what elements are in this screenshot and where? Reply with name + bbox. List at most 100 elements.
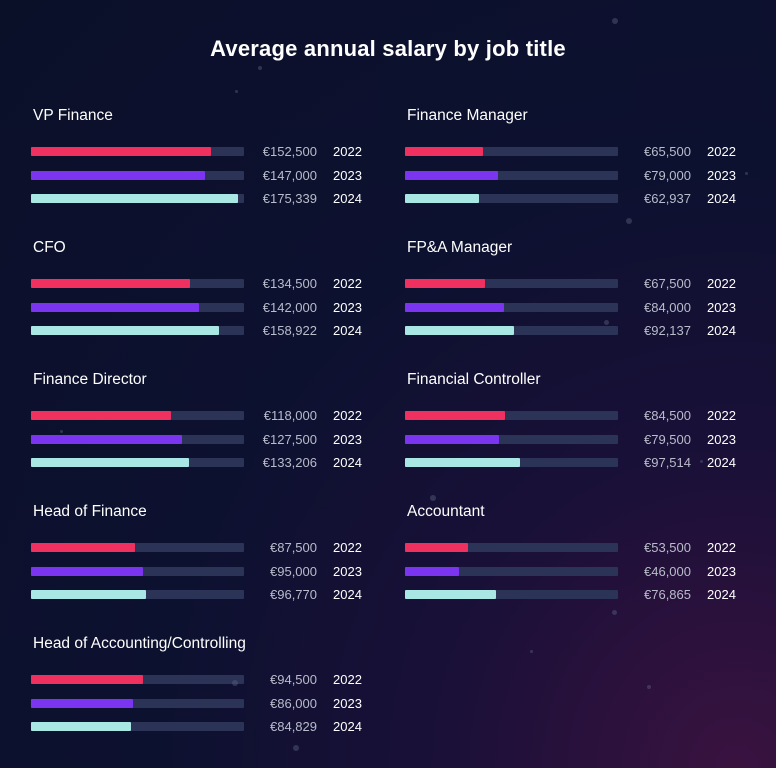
bar-track — [31, 147, 244, 156]
year-label: 2024 — [333, 323, 362, 338]
year-label: 2024 — [707, 455, 736, 470]
bar-track — [31, 434, 244, 444]
value-label: €134,500 — [262, 276, 317, 291]
bar-2023 — [31, 698, 133, 708]
bar-2023 — [31, 170, 205, 180]
job-title: Financial Controller — [407, 371, 541, 388]
bar-track — [31, 675, 244, 684]
bar-row: €133,206 2024 — [31, 455, 376, 470]
chart-title: Average annual salary by job title — [210, 36, 566, 61]
value-label: €53,500 — [644, 540, 691, 555]
bar-2023 — [405, 170, 499, 180]
bar-track — [405, 590, 618, 599]
bar-2024 — [405, 458, 521, 467]
value-label: €87,500 — [270, 540, 317, 555]
background-dot — [235, 90, 238, 93]
bar-track — [31, 698, 244, 708]
background-dot — [612, 18, 618, 24]
job-title: CFO — [33, 239, 66, 256]
year-label: 2024 — [707, 323, 736, 338]
job-block-accountant: Accountant €53,500 2022 €46,000 2023 €76,865 2… — [405, 503, 750, 613]
bar-track — [31, 543, 244, 552]
value-label: €95,000 — [270, 563, 317, 579]
bar-2022 — [31, 675, 143, 684]
bar-2022 — [405, 411, 505, 420]
year-label: 2024 — [333, 587, 362, 602]
background-dot — [430, 495, 436, 501]
background-dot — [647, 685, 651, 689]
bar-2023 — [405, 566, 460, 576]
bar-2024 — [31, 326, 220, 335]
job-title: Finance Manager — [407, 107, 528, 124]
bar-2024 — [31, 458, 189, 467]
bar-track — [405, 147, 618, 156]
job-title: VP Finance — [33, 107, 113, 124]
background-dot — [232, 680, 238, 686]
background-dot — [700, 460, 703, 463]
bar-2023 — [405, 302, 505, 312]
bar-track — [31, 194, 244, 203]
background-dot — [612, 610, 617, 615]
job-block-finance-manager: Finance Manager €65,500 2022 €79,000 2023 €62… — [405, 107, 750, 217]
bar-2022 — [31, 543, 135, 552]
bar-track — [31, 566, 244, 576]
job-title: Head of Accounting/Controlling — [33, 635, 246, 652]
bar-row: €53,500 2022 — [405, 540, 750, 555]
bar-row: €127,500 2023 — [31, 432, 376, 447]
year-label: 2024 — [333, 719, 362, 734]
bar-2023 — [405, 434, 500, 444]
bar-row: €94,500 2022 — [31, 672, 376, 687]
bar-row: €158,922 2024 — [31, 323, 376, 338]
job-title: FP&A Manager — [407, 239, 513, 256]
year-label: 2022 — [707, 276, 736, 291]
bar-track — [405, 411, 618, 420]
bar-row: €92,137 2024 — [405, 323, 750, 338]
bar-row: €152,500 2022 — [31, 144, 376, 159]
job-block-head-of-accounting-controlling: Head of Accounting/Controlling €94,500 202… — [31, 635, 376, 745]
bar-row: €147,000 2023 — [31, 168, 376, 183]
bar-track — [405, 302, 618, 312]
bar-row: €142,000 2023 — [31, 299, 376, 315]
year-label: 2023 — [333, 299, 362, 315]
background-dot — [530, 650, 533, 653]
bar-row: €65,500 2022 — [405, 144, 750, 159]
job-block-fp-a-manager: FP&A Manager €67,500 2022 €84,000 2023 €92,13… — [405, 239, 750, 349]
bar-track — [31, 302, 244, 312]
bar-row: €79,500 2023 — [405, 431, 750, 447]
bar-row: €175,339 2024 — [31, 191, 376, 206]
value-label: €79,500 — [644, 431, 691, 447]
value-label: €67,500 — [644, 276, 691, 291]
bar-track — [405, 279, 618, 288]
job-block-head-of-finance: Head of Finance €87,500 2022 €95,000 2023 €96… — [31, 503, 376, 613]
bar-2024 — [405, 194, 480, 203]
bar-track — [405, 194, 618, 203]
year-label: 2022 — [333, 408, 362, 423]
year-label: 2023 — [707, 563, 736, 579]
bar-track — [405, 326, 618, 335]
value-label: €96,770 — [270, 587, 317, 602]
bar-2023 — [31, 434, 182, 444]
bar-2022 — [31, 279, 191, 288]
job-block-cfo: CFO €134,500 2022 €142,000 2023 €158,922 2024 — [31, 239, 376, 349]
year-label: 2024 — [707, 191, 736, 206]
bar-row: €87,500 2022 — [31, 540, 376, 555]
job-block-vp-finance: VP Finance €152,500 2022 €147,000 2023 €175,3… — [31, 107, 376, 217]
bar-2022 — [31, 147, 212, 156]
bar-track — [405, 170, 618, 180]
value-label: €84,829 — [270, 719, 317, 734]
bar-track — [31, 722, 244, 731]
value-label: €152,500 — [262, 144, 317, 159]
year-label: 2022 — [333, 672, 362, 687]
background-dot — [60, 430, 63, 433]
bar-track — [405, 566, 618, 576]
year-label: 2023 — [333, 695, 362, 711]
bar-row: €67,500 2022 — [405, 276, 750, 291]
job-title: Accountant — [407, 503, 485, 520]
background-dot — [626, 218, 632, 224]
value-label: €92,137 — [644, 323, 691, 338]
bar-track — [31, 411, 244, 420]
bar-2022 — [405, 279, 485, 288]
year-label: 2024 — [707, 587, 736, 602]
bar-2023 — [31, 302, 200, 312]
background-dot — [293, 745, 299, 751]
